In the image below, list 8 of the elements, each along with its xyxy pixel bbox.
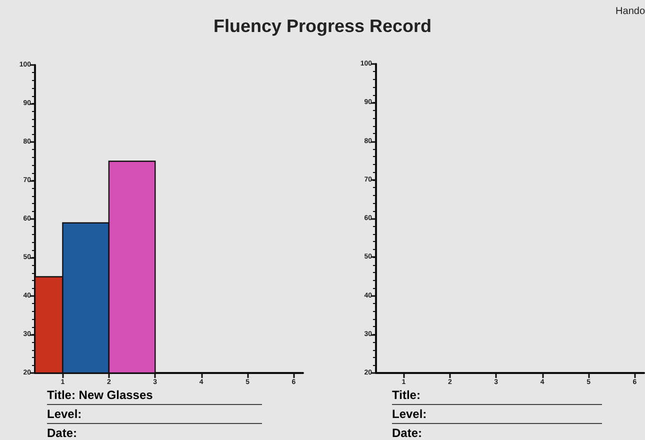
text: Level:: [392, 405, 602, 424]
chart-title: Fluency Progress Record: [212, 16, 433, 37]
text: Title: New Glasses: [47, 386, 262, 405]
chart-title: Hando: [614, 6, 645, 17]
text: Title:: [392, 386, 602, 405]
text: Level:: [47, 405, 262, 424]
text: Date:: [47, 424, 262, 440]
text: Date:: [392, 424, 602, 440]
